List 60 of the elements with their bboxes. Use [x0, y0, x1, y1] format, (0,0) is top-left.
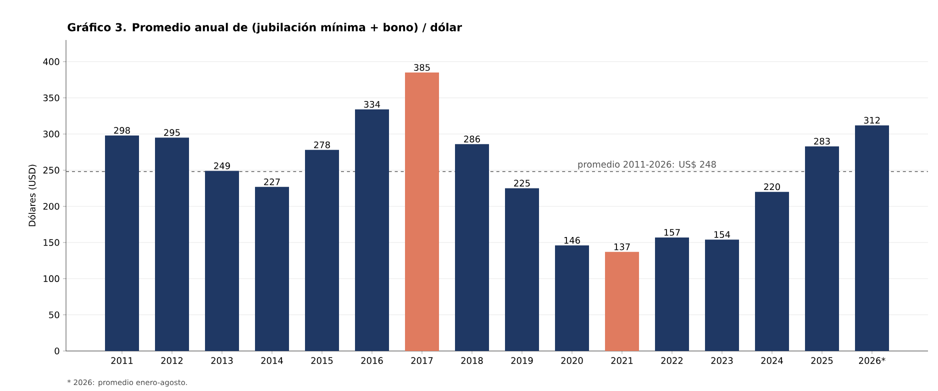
data-label: 298: [114, 126, 130, 134]
bar: [305, 150, 340, 351]
y-tick-label: 200: [43, 202, 60, 210]
y-tick-label: 50: [49, 311, 60, 318]
bar: [555, 245, 590, 351]
y-tick-label: 300: [43, 130, 60, 138]
y-tick-label: 100: [44, 275, 60, 282]
data-label: 154: [714, 231, 730, 238]
y-tick-label: 150: [44, 239, 60, 246]
x-tick-label: 2024: [761, 357, 783, 364]
bar: [455, 144, 490, 351]
y-tick-label: 250: [43, 166, 60, 174]
bar: [255, 186, 290, 351]
x-tick-label: 2013: [211, 357, 233, 364]
x-tick-label: 2016: [361, 357, 383, 364]
data-label: 295: [164, 129, 180, 136]
data-label: 137: [614, 243, 630, 250]
bar: [105, 135, 139, 351]
x-tick-label: 2025: [811, 357, 833, 364]
ref-line-label: promedio 2011-2026: US$ 248: [578, 160, 716, 170]
bar: [855, 125, 890, 351]
x-tick-label: 2019: [511, 357, 533, 364]
x-tick-label: 2015: [311, 357, 333, 364]
data-label: 225: [514, 180, 530, 187]
x-tick-label: 2014: [261, 357, 283, 364]
x-tick-label: 2026*: [859, 357, 886, 364]
data-label: 157: [664, 229, 680, 236]
data-label: 312: [864, 116, 880, 124]
bar: [705, 240, 740, 351]
data-label: 278: [314, 141, 330, 148]
x-tick-label: 2011: [111, 357, 133, 364]
x-tick-label: 2017: [411, 357, 433, 364]
data-label: 286: [464, 136, 480, 142]
data-label: 249: [214, 162, 230, 170]
bar: [505, 188, 540, 351]
data-label: 385: [414, 64, 430, 71]
bar: [605, 252, 640, 351]
data-label: 220: [764, 183, 780, 190]
bar: [755, 192, 790, 351]
bar: [355, 109, 390, 351]
x-tick-label: 2018: [461, 357, 483, 364]
bar: [155, 138, 190, 351]
x-tick-label: 2022: [661, 357, 683, 364]
x-tick-label: 2021: [611, 357, 633, 364]
data-label: 146: [564, 236, 580, 244]
bar: [655, 237, 690, 351]
data-label: 227: [264, 178, 280, 186]
data-label: 334: [364, 100, 380, 108]
bar: [405, 72, 440, 351]
x-tick-label: 2020: [561, 357, 583, 364]
chart-title: Gráfico 3. Promedio anual de (jubilación mínima + bono) / dólar: [68, 22, 462, 34]
data-label: 283: [814, 138, 830, 145]
bar: [205, 170, 240, 351]
x-tick-label: 2012: [161, 357, 183, 364]
y-tick-label: 350: [43, 94, 60, 102]
x-tick-label: 2023: [711, 357, 733, 364]
y-tick-label: 400: [43, 58, 60, 66]
y-tick-label: 0: [54, 348, 60, 354]
y-axis-title: Dólares (USD): [28, 164, 37, 226]
bar: [805, 146, 840, 351]
